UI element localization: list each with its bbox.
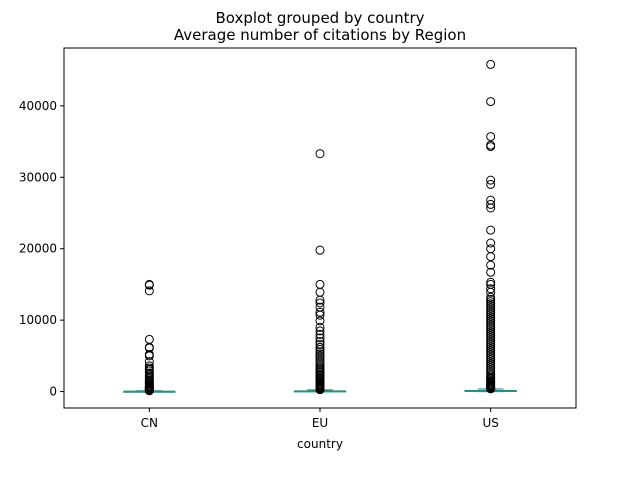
plot-area: 0 10000 20000 30000 40000 CN EU US [19, 59, 517, 430]
outlier-point [486, 238, 496, 248]
outlier-point [486, 314, 496, 324]
outlier-point [315, 351, 325, 361]
y-tick-label: 10000 [19, 313, 57, 327]
chart-suptitle: Boxplot grouped by country [215, 9, 424, 27]
outlier-point [486, 327, 496, 337]
outlier-point [315, 307, 325, 317]
outlier-point [486, 292, 496, 302]
outlier-point [486, 312, 496, 322]
y-tick-label: 40000 [19, 99, 57, 113]
outlier-point [144, 351, 154, 361]
outlier-point [486, 331, 496, 341]
outlier-point [315, 347, 325, 357]
outlier-point [486, 339, 496, 349]
outlier-point [315, 326, 325, 336]
outlier-point [315, 245, 325, 255]
outlier-point [486, 352, 496, 362]
x-axis-label: country [297, 437, 343, 451]
outlier-point [315, 349, 325, 359]
outlier-point [486, 297, 496, 307]
outlier-point [486, 252, 496, 262]
outlier-point [486, 97, 496, 107]
outlier-point [486, 225, 496, 235]
outlier-point [315, 353, 325, 363]
chart-title: Average number of citations by Region [174, 26, 466, 44]
outlier-point [486, 365, 496, 375]
outlier-point [486, 284, 496, 294]
outlier-point [486, 309, 496, 319]
outlier-point [486, 199, 496, 209]
outlier-point [315, 149, 325, 159]
outlier-point [486, 303, 496, 313]
x-tick-label: EU [312, 416, 328, 430]
outlier-point [486, 305, 496, 315]
outlier-point [144, 280, 154, 290]
outlier-point [144, 361, 154, 371]
outlier-point [315, 333, 325, 343]
x-tick-label: US [482, 416, 498, 430]
y-tick-label: 0 [49, 385, 57, 399]
outlier-point [144, 386, 154, 396]
outlier-point [315, 357, 325, 367]
y-tick-label: 20000 [19, 242, 57, 256]
outlier-point [486, 324, 496, 334]
outlier-point [486, 335, 496, 345]
outlier-point [486, 316, 496, 326]
axes-frame [63, 47, 577, 409]
outlier-point [486, 346, 496, 356]
outlier-point [486, 299, 496, 309]
outlier-point [486, 179, 496, 189]
outlier-point [315, 344, 325, 354]
outlier-point [486, 59, 496, 69]
outlier-point [486, 357, 496, 367]
outlier-point [486, 333, 496, 343]
outlier-point [486, 318, 496, 328]
outlier-point [486, 348, 496, 358]
outlier-point [486, 132, 496, 142]
outlier-point [486, 260, 496, 270]
x-tick-label: CN [141, 416, 158, 430]
outlier-point [486, 267, 496, 277]
outlier-point [315, 385, 325, 395]
outlier-point [486, 294, 496, 304]
outlier-point [486, 350, 496, 360]
outlier-point [486, 287, 496, 297]
outlier-point [486, 337, 496, 347]
outlier-point [315, 316, 325, 326]
outlier-point [315, 295, 325, 305]
outlier-point [486, 307, 496, 317]
outlier-point [486, 142, 496, 152]
outlier-point [486, 277, 496, 287]
outlier-point [486, 322, 496, 332]
outlier-point [315, 298, 325, 308]
outlier-point [486, 344, 496, 354]
outlier-point [315, 310, 325, 320]
outlier-point [315, 342, 325, 352]
outlier-point [486, 175, 496, 185]
outlier-point [315, 339, 325, 349]
outlier-point [144, 286, 154, 296]
outlier-point [486, 301, 496, 311]
outlier-point [486, 203, 496, 213]
outlier-point [486, 354, 496, 364]
outlier-point [486, 320, 496, 330]
y-tick-label: 30000 [19, 170, 57, 184]
outlier-point [315, 329, 325, 339]
outlier-point [486, 342, 496, 352]
outlier-point [315, 322, 325, 332]
outlier-point [486, 329, 496, 339]
outlier-point [486, 359, 496, 369]
outlier-point [486, 384, 496, 394]
outlier-point [486, 361, 496, 371]
